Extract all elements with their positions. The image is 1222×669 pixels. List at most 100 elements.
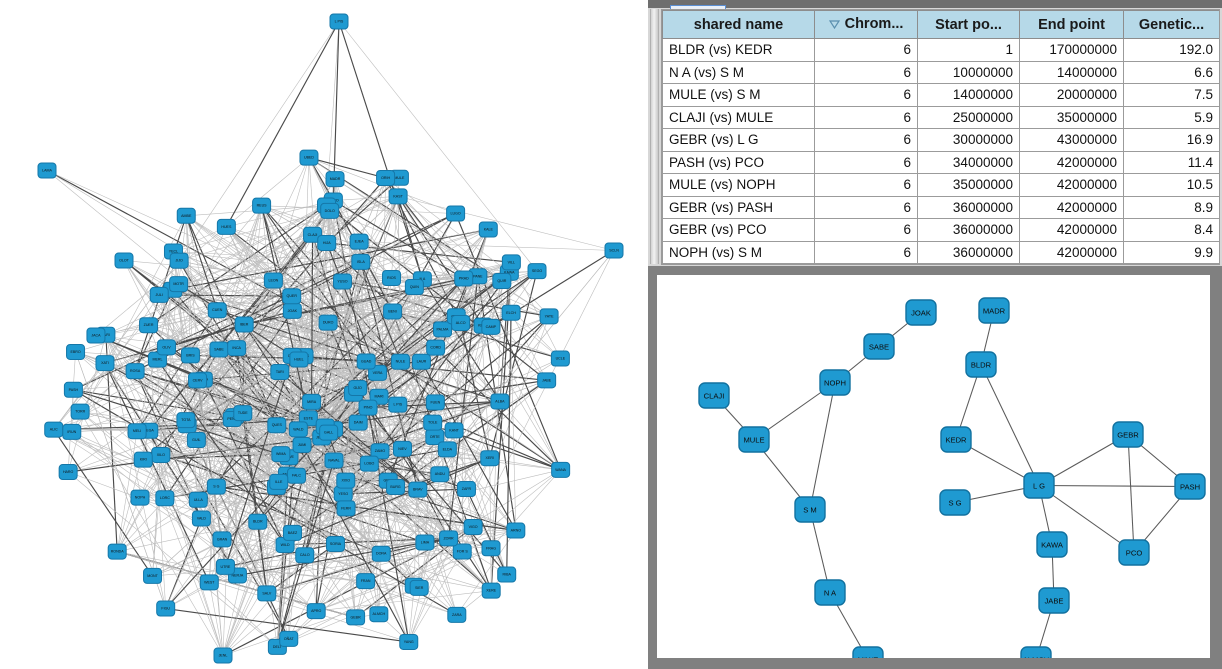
network-node[interactable]: BRIS <box>180 347 200 364</box>
network-node[interactable]: TUDE <box>233 405 253 422</box>
network-node[interactable]: XIXO <box>336 472 356 489</box>
network-node[interactable]: BLDR <box>965 351 997 378</box>
cell-shared-name[interactable]: MULE (vs) NOPH <box>662 173 815 197</box>
network-node[interactable]: LIMA <box>415 534 435 551</box>
network-node[interactable]: BAEZ <box>282 524 302 541</box>
network-node[interactable]: ELCH <box>501 304 521 321</box>
table-row[interactable]: MULE (vs) S M 6 14000000 20000000 7.5 <box>662 83 1219 107</box>
cell-value-2[interactable]: 1 <box>917 38 1020 62</box>
subnetwork-panel[interactable]: CLAJI MULE NOPH SABE JOAK S M N A MIWE MADR BLDR K… <box>648 266 1222 669</box>
network-node[interactable]: L G <box>1023 472 1055 499</box>
network-node[interactable]: HARO <box>58 464 78 481</box>
network-nodes-small[interactable]: CLAJI MULE NOPH SABE JOAK S M N A MIWE MADR BLDR K… <box>698 297 1206 658</box>
cell-value-2[interactable]: 36000000 <box>917 218 1020 242</box>
table-row[interactable]: GEBR (vs) L G 6 30000000 43000000 16.9 <box>662 128 1219 152</box>
network-node[interactable]: PCO <box>1118 539 1150 566</box>
network-node[interactable]: ILLE <box>269 473 289 490</box>
network-node[interactable]: BLDR <box>248 513 268 530</box>
network-node[interactable]: CALO <box>295 547 315 564</box>
network-node[interactable]: HUES <box>216 218 236 235</box>
network-node[interactable]: VALD <box>191 510 211 527</box>
network-node[interactable]: OÑAT <box>279 630 299 647</box>
table-header-cell-3[interactable]: End point <box>1019 10 1124 39</box>
network-node[interactable]: MIRA <box>302 393 322 410</box>
cell-value-3[interactable]: 42000000 <box>1019 240 1124 264</box>
table-row[interactable]: GEBR (vs) PASH 6 36000000 42000000 8.9 <box>662 195 1219 219</box>
cell-value-3[interactable]: 43000000 <box>1019 128 1124 152</box>
network-node[interactable]: YANG <box>399 633 419 650</box>
cell-value-4[interactable]: 192.0 <box>1123 38 1219 62</box>
network-node[interactable]: SABE <box>209 341 229 358</box>
network-node[interactable]: WALD <box>288 421 308 438</box>
cell-value-4[interactable]: 16.9 <box>1123 128 1219 152</box>
cell-value-2[interactable]: 36000000 <box>917 195 1020 219</box>
network-node[interactable]: KEDR <box>940 426 972 453</box>
cell-value-4[interactable]: 7.5 <box>1123 83 1219 107</box>
network-node[interactable]: JULI <box>149 286 169 303</box>
network-node[interactable]: LEON <box>263 272 283 289</box>
network-node[interactable]: EBRO <box>66 343 86 360</box>
network-node[interactable]: JUMI <box>292 436 312 453</box>
network-node[interactable]: RONDA <box>107 543 127 560</box>
network-node[interactable]: SIER <box>409 579 429 596</box>
network-node[interactable]: ALCO <box>451 314 471 331</box>
network-node[interactable]: APRO <box>306 603 326 620</box>
network-node[interactable]: YATE <box>539 308 559 325</box>
cell-value-3[interactable]: 14000000 <box>1019 60 1124 84</box>
cell-value-3[interactable]: 170000000 <box>1019 38 1124 62</box>
cell-value-1[interactable]: 6 <box>814 105 918 129</box>
cell-shared-name[interactable]: BLDR (vs) KEDR <box>662 38 815 62</box>
network-node[interactable]: JIJO <box>169 252 189 269</box>
network-node[interactable]: CLAJI <box>698 382 730 409</box>
cell-value-4[interactable]: 5.9 <box>1123 105 1219 129</box>
network-node[interactable]: QUES <box>267 417 287 434</box>
network-node[interactable]: XATI <box>95 355 115 372</box>
network-node[interactable]: UTRE <box>215 558 235 575</box>
table-row[interactable]: CLAJI (vs) MULE 6 25000000 35000000 5.9 <box>662 105 1219 129</box>
cell-value-1[interactable]: 6 <box>814 173 918 197</box>
table-vertical-scrollbar[interactable] <box>650 9 659 264</box>
cell-shared-name[interactable]: PASH (vs) PCO <box>662 150 815 174</box>
cell-value-1[interactable]: 6 <box>814 60 918 84</box>
network-node[interactable]: ROSA <box>125 363 145 380</box>
cell-value-4[interactable]: 10.5 <box>1123 173 1219 197</box>
network-node[interactable]: ULLA <box>188 491 208 508</box>
cell-shared-name[interactable]: NOPH (vs) S M <box>662 240 815 264</box>
network-node[interactable]: FALC <box>287 467 307 484</box>
cell-value-3[interactable]: 20000000 <box>1019 83 1124 107</box>
network-node[interactable]: SEGO <box>527 263 547 280</box>
table-row[interactable]: MULE (vs) NOPH 6 35000000 42000000 10.5 <box>662 173 1219 197</box>
network-node[interactable]: QUIN <box>404 279 424 296</box>
subnetwork-canvas[interactable]: CLAJI MULE NOPH SABE JOAK S M N A MIWE MADR BLDR K… <box>657 275 1210 658</box>
network-node[interactable]: PINO <box>358 399 378 416</box>
network-node[interactable]: MULE <box>738 426 770 453</box>
network-node[interactable]: KANT <box>444 422 464 439</box>
network-node[interactable]: LOBO <box>359 455 379 472</box>
network-node[interactable]: HUEL <box>289 351 309 368</box>
network-node[interactable]: JENL <box>213 647 233 664</box>
cell-value-2[interactable]: 10000000 <box>917 60 1020 84</box>
table-row[interactable]: BLDR (vs) KEDR 6 1 170000000 192.0 <box>662 38 1219 62</box>
cell-value-1[interactable]: 6 <box>814 83 918 107</box>
network-node[interactable]: WIMA <box>271 446 291 463</box>
network-node[interactable]: RIOS <box>382 269 402 286</box>
network-node[interactable]: MELI <box>127 423 147 440</box>
network-node[interactable]: BURG <box>386 478 406 495</box>
network-node[interactable]: YUSO <box>332 273 352 290</box>
table-tab-stub[interactable] <box>670 5 726 10</box>
network-canvas-large[interactable]: L PIS LAMA SCLN JENL DORA LAUR FOR S JARI APRO BL… <box>0 0 648 669</box>
network-node[interactable]: ZAFR <box>456 481 476 498</box>
network-node[interactable]: ZAMO <box>370 443 390 460</box>
network-node[interactable]: ANDU <box>430 466 450 483</box>
cell-value-3[interactable]: 35000000 <box>1019 105 1124 129</box>
network-node[interactable]: NAVAL <box>324 452 344 469</box>
network-node[interactable]: MADR <box>978 297 1010 324</box>
network-node[interactable]: KIRI <box>133 451 153 468</box>
network-node[interactable]: SORIA <box>325 535 345 552</box>
network-node[interactable]: EJEA <box>349 233 369 250</box>
cell-value-3[interactable]: 42000000 <box>1019 195 1124 219</box>
network-node[interactable]: TARI <box>270 363 290 380</box>
network-node[interactable]: GEBR <box>346 609 366 626</box>
table-header-cell-2[interactable]: Start po... <box>917 10 1020 39</box>
cell-value-1[interactable]: 6 <box>814 150 918 174</box>
